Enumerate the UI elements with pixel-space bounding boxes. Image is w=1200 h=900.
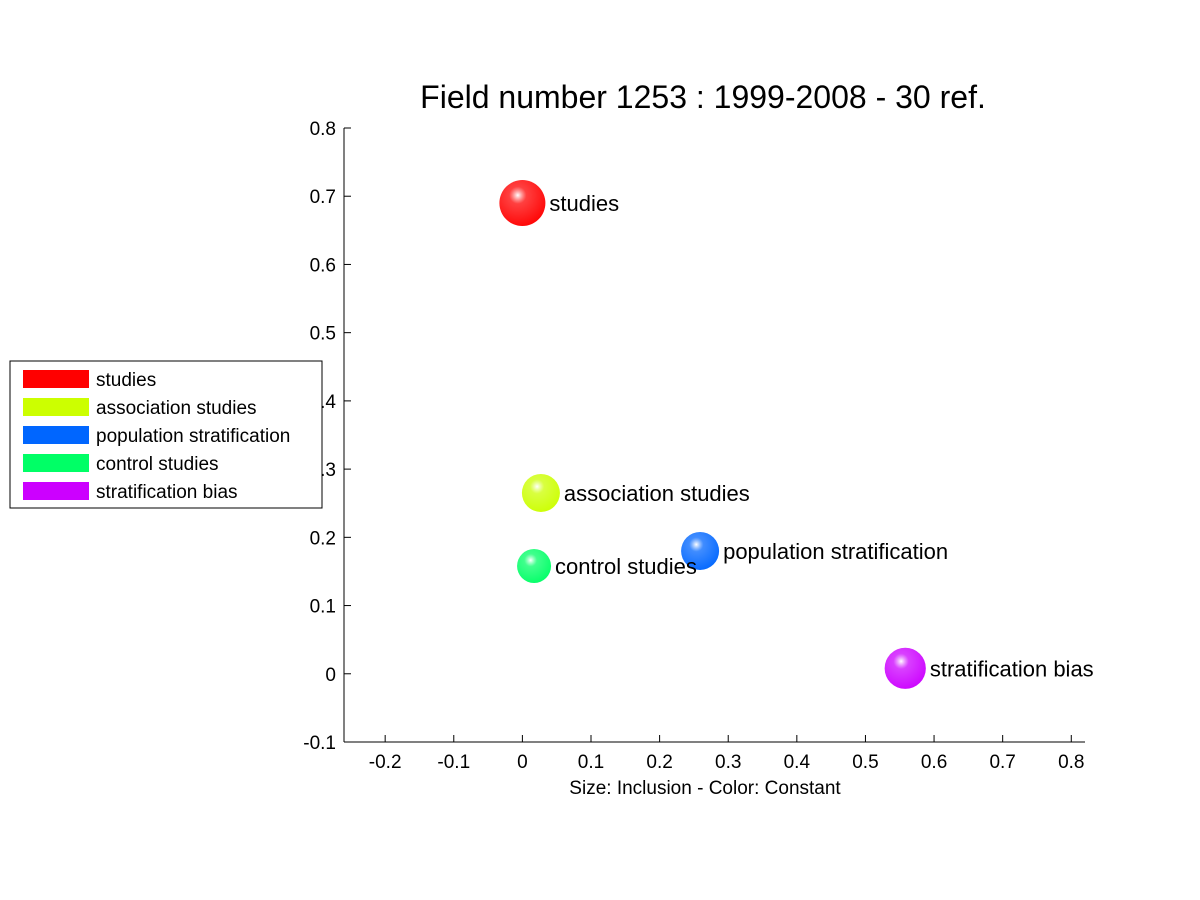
- legend-label: population stratification: [96, 426, 290, 447]
- x-tick-label: -0.1: [437, 752, 470, 773]
- data-point: [681, 531, 720, 570]
- legend-swatch: [23, 370, 89, 388]
- x-tick-label: 0.2: [646, 752, 672, 773]
- data-point: [884, 647, 926, 689]
- x-tick-label: -0.2: [369, 752, 402, 773]
- x-tick-label: 0.8: [1058, 752, 1084, 773]
- x-tick-label: 0: [517, 752, 528, 773]
- point-label: population stratification: [723, 539, 948, 564]
- x-tick-label: 0.1: [578, 752, 604, 773]
- point-label: studies: [549, 191, 619, 216]
- data-points: studies association studies population str…: [499, 180, 1094, 689]
- axes: -0.2 -0.1 0 0.1 0.2 0.3 0.4 0.5 0.6 0.7 0.8 -0.1 0 0.…: [303, 119, 1085, 773]
- y-tick-label: 0.2: [310, 528, 336, 549]
- legend-swatch: [23, 454, 89, 472]
- point-label: stratification bias: [930, 656, 1094, 681]
- x-tick-label: 0.4: [784, 752, 811, 773]
- legend-label: association studies: [96, 398, 257, 419]
- y-tick-label: 0.8: [310, 119, 336, 140]
- legend-swatch: [23, 398, 89, 416]
- chart-title: Field number 1253 : 1999-2008 - 30 ref.: [420, 79, 986, 115]
- legend-swatch: [23, 426, 89, 444]
- y-tick-label: 0: [325, 665, 336, 686]
- legend-swatch: [23, 482, 89, 500]
- data-point: [499, 180, 546, 227]
- y-tick-label: 0.1: [310, 597, 336, 618]
- legend-label: stratification bias: [96, 482, 238, 503]
- data-point: [521, 473, 560, 512]
- legend-label: studies: [96, 370, 156, 391]
- x-tick-label: 0.3: [715, 752, 741, 773]
- point-label: control studies: [555, 554, 697, 579]
- y-tick-label: 0.7: [310, 187, 336, 208]
- legend-label: control studies: [96, 454, 219, 475]
- x-axis-label: Size: Inclusion - Color: Constant: [569, 778, 841, 799]
- y-tick-label: 0.6: [310, 255, 336, 276]
- point-label: association studies: [564, 481, 750, 506]
- y-tick-label: -0.1: [303, 733, 336, 754]
- x-tick-label: 0.7: [989, 752, 1015, 773]
- data-point: [517, 548, 552, 583]
- legend: studies association studies population str…: [9, 360, 323, 509]
- y-tick-label: 0.5: [310, 324, 336, 345]
- x-tick-label: 0.5: [852, 752, 878, 773]
- x-tick-label: 0.6: [921, 752, 947, 773]
